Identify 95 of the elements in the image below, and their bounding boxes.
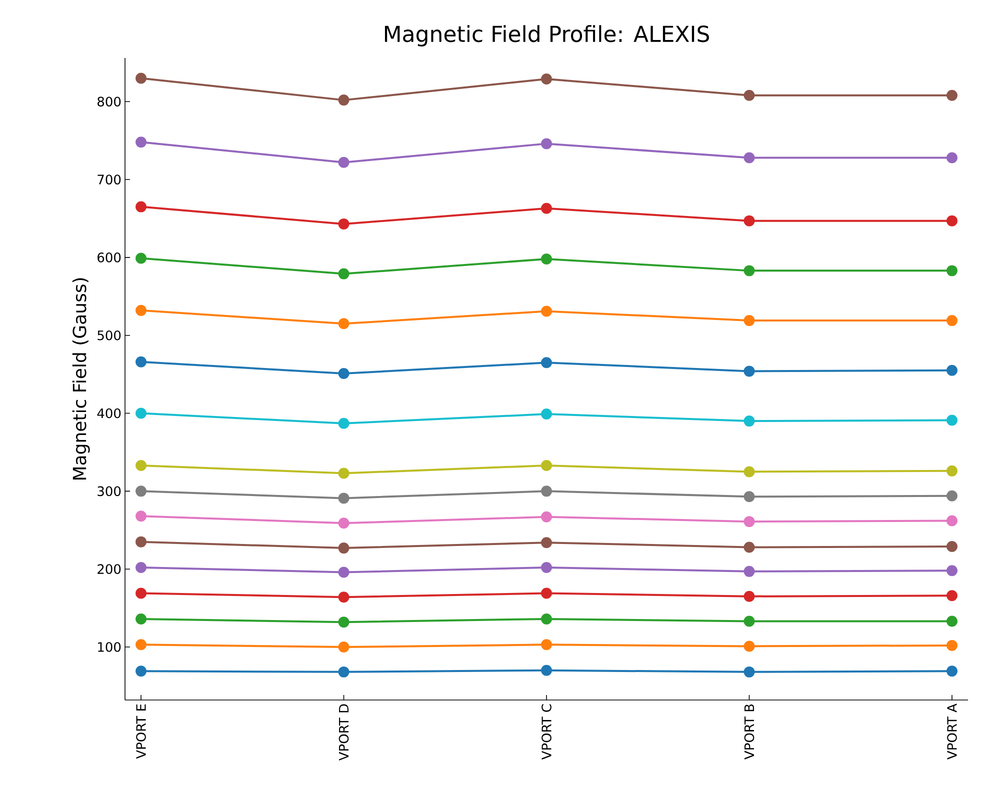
point xyxy=(744,215,755,226)
point xyxy=(136,408,147,419)
point xyxy=(541,357,552,368)
point xyxy=(338,156,350,168)
point xyxy=(541,306,552,317)
y-tick-label: 400 xyxy=(97,408,121,418)
point xyxy=(744,315,755,326)
point xyxy=(136,356,147,368)
point xyxy=(136,460,147,471)
x-tick-label: VPORT A xyxy=(947,704,957,760)
point xyxy=(338,642,350,653)
y-tick-label: 500 xyxy=(98,330,121,340)
point xyxy=(744,616,755,627)
point xyxy=(136,613,147,624)
point xyxy=(541,202,552,214)
point xyxy=(338,492,350,504)
point xyxy=(338,666,350,678)
point xyxy=(946,490,958,502)
point xyxy=(744,466,755,478)
point xyxy=(744,152,755,164)
point xyxy=(136,136,147,148)
point xyxy=(541,408,552,420)
point xyxy=(136,562,147,574)
point xyxy=(946,152,958,164)
point xyxy=(744,666,755,678)
point xyxy=(541,613,552,624)
point xyxy=(946,616,958,627)
point xyxy=(541,254,552,264)
point xyxy=(541,460,552,471)
point xyxy=(946,90,958,101)
point xyxy=(946,541,958,552)
point xyxy=(136,536,147,548)
point xyxy=(136,252,147,264)
chart-title: Magnetic Field Profile: ALEXIS xyxy=(384,25,709,46)
point xyxy=(541,588,552,599)
point xyxy=(946,265,958,276)
y-tick-label: 600 xyxy=(98,252,121,262)
point xyxy=(744,542,755,553)
point xyxy=(338,468,350,479)
point xyxy=(338,268,350,280)
point xyxy=(136,666,147,677)
point xyxy=(338,318,350,330)
point xyxy=(338,592,350,603)
point xyxy=(541,562,552,574)
point xyxy=(744,566,755,577)
point xyxy=(744,516,755,528)
point xyxy=(541,639,552,650)
point xyxy=(541,511,552,522)
point xyxy=(541,664,552,676)
point xyxy=(946,215,958,226)
point xyxy=(136,201,147,212)
x-tick-label: VPORT E xyxy=(136,704,146,759)
point xyxy=(136,588,147,599)
point xyxy=(946,364,958,376)
point xyxy=(338,518,350,529)
y-tick-label: 700 xyxy=(98,174,121,184)
point xyxy=(744,491,755,502)
point xyxy=(541,138,552,150)
point xyxy=(946,515,958,526)
point xyxy=(744,90,755,101)
y-axis-title: Magnetic Field (Gauss) xyxy=(72,278,90,480)
point xyxy=(338,542,350,554)
point xyxy=(541,74,552,85)
point xyxy=(338,418,350,429)
point xyxy=(541,486,552,497)
x-tick-label: VPORT D xyxy=(338,704,349,761)
point xyxy=(338,616,350,628)
point xyxy=(946,465,958,476)
y-tick-label: 100 xyxy=(98,642,121,652)
point xyxy=(136,639,147,650)
x-tick-label: VPORT C xyxy=(542,704,552,760)
point xyxy=(744,366,755,377)
point xyxy=(744,416,755,427)
point xyxy=(744,640,755,652)
point xyxy=(946,640,958,651)
point xyxy=(338,218,350,230)
point xyxy=(744,265,755,276)
point xyxy=(136,72,147,84)
x-tick-label: VPORT B xyxy=(744,704,754,760)
y-tick-label: 800 xyxy=(98,96,121,107)
point xyxy=(136,486,147,497)
y-tick-label: 200 xyxy=(98,564,121,574)
point xyxy=(946,315,958,326)
point xyxy=(946,414,958,426)
point xyxy=(338,368,350,380)
point xyxy=(136,510,147,522)
y-tick-label: 300 xyxy=(98,486,121,496)
point xyxy=(541,537,552,548)
point xyxy=(946,565,958,576)
point xyxy=(338,94,350,106)
point xyxy=(744,590,755,602)
point xyxy=(946,666,958,677)
point xyxy=(946,590,958,602)
point xyxy=(338,566,350,578)
point xyxy=(136,304,147,316)
